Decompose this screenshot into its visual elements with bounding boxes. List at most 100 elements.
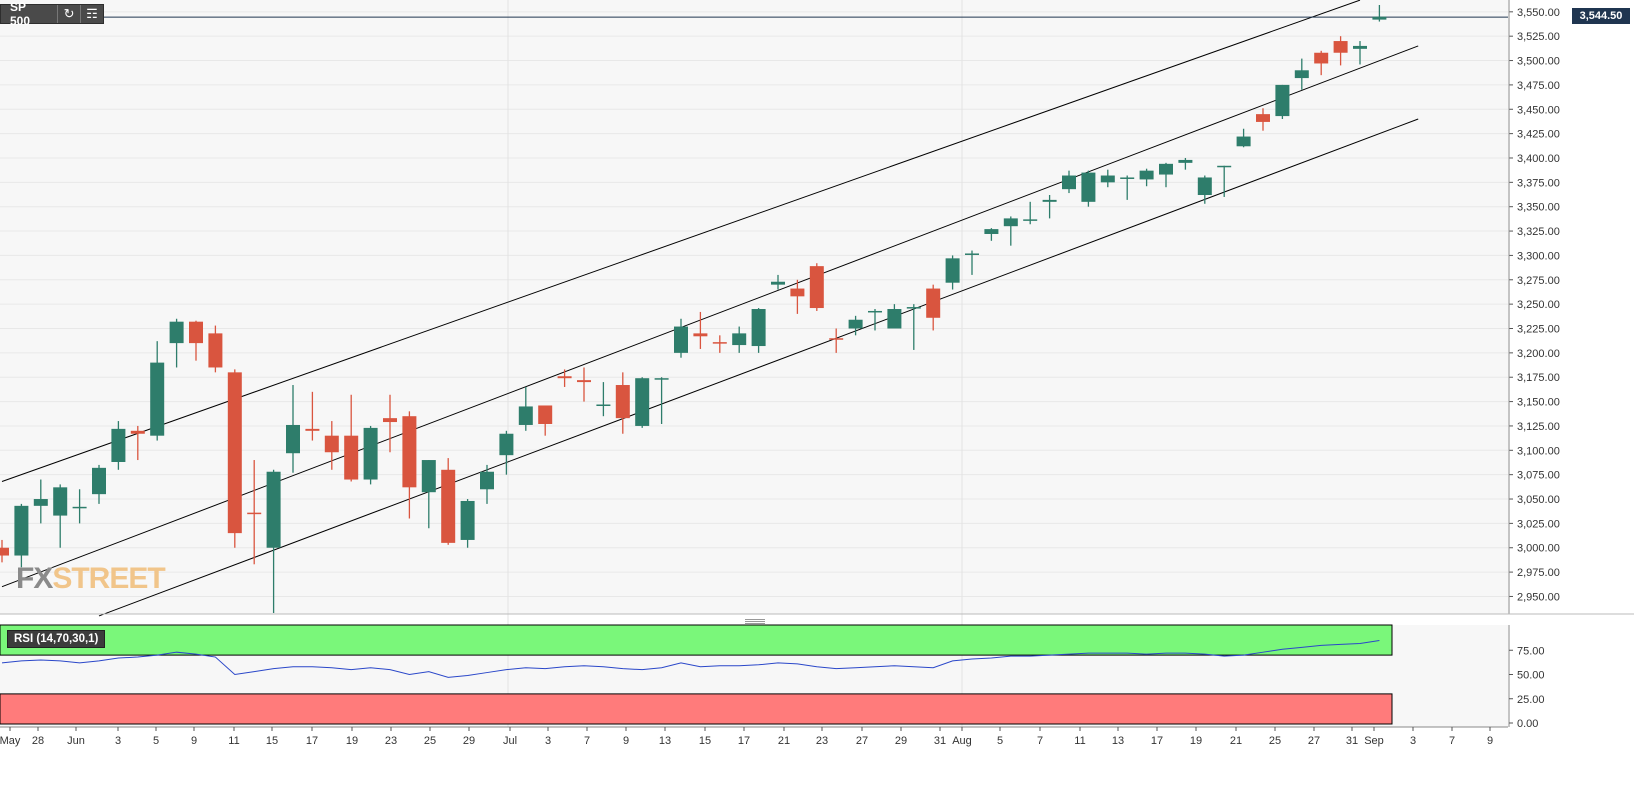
candle-body xyxy=(247,512,262,515)
x-tick-label: 15 xyxy=(266,735,278,747)
candle-body xyxy=(1100,175,1115,183)
candle-body xyxy=(150,362,165,436)
candle-body xyxy=(906,307,921,309)
indicators-icon[interactable]: ☶ xyxy=(86,6,98,21)
symbol-label[interactable]: SP 500 xyxy=(1,0,59,28)
x-tick-label: 29 xyxy=(463,735,475,747)
price-tick-label: 3,100.00 xyxy=(1517,445,1560,457)
x-tick-label: 11 xyxy=(228,735,239,747)
candle-body xyxy=(383,418,397,423)
x-tick-label: 27 xyxy=(1308,735,1320,747)
x-tick-label: 9 xyxy=(1487,735,1493,747)
candle-body xyxy=(208,333,223,368)
candle-body xyxy=(1178,159,1193,163)
candle-body xyxy=(809,266,824,309)
x-tick-label: Aug xyxy=(952,735,972,747)
candle-body xyxy=(848,319,863,329)
x-tick-label: 13 xyxy=(1112,735,1124,747)
x-tick-label: 28 xyxy=(32,735,44,747)
rsi-line xyxy=(1,640,1380,678)
x-tick-label: 17 xyxy=(738,735,750,747)
price-tick-label: 3,275.00 xyxy=(1517,275,1560,287)
candle-body xyxy=(1042,199,1057,202)
x-tick-label: 9 xyxy=(191,735,197,747)
rsi-overbought-band xyxy=(0,624,1393,656)
x-tick-label: 3 xyxy=(545,735,551,747)
candle-body xyxy=(480,471,494,490)
candle-body xyxy=(169,321,184,344)
price-tick-label: 3,525.00 xyxy=(1517,31,1560,43)
candle-body xyxy=(1275,84,1290,117)
candle-body xyxy=(421,460,436,493)
price-tick-label: 2,975.00 xyxy=(1517,567,1560,579)
x-tick-label: May xyxy=(0,735,21,747)
candle-body xyxy=(1159,163,1173,175)
candle-body xyxy=(887,309,902,329)
candle-body xyxy=(868,310,882,313)
price-tick-label: 3,425.00 xyxy=(1517,129,1560,141)
x-tick-label: 5 xyxy=(153,735,159,747)
candle-body xyxy=(33,499,48,506)
candle-body xyxy=(324,435,339,453)
x-tick-label: 11 xyxy=(1074,735,1085,747)
candle-body xyxy=(732,333,747,346)
rsi-tick-label: 50.00 xyxy=(1517,670,1545,682)
candle-body xyxy=(945,258,960,283)
price-tick-label: 3,350.00 xyxy=(1517,202,1560,214)
last-price-tag: 3,544.50 xyxy=(1572,8,1630,24)
candle-body xyxy=(538,405,553,424)
candle-body xyxy=(441,469,456,543)
candle-body xyxy=(53,487,68,516)
x-tick-label: 31 xyxy=(934,735,946,747)
candle-body xyxy=(926,288,941,318)
x-tick-label: 17 xyxy=(1151,735,1163,747)
x-tick-label: 21 xyxy=(778,735,790,747)
candle-body xyxy=(1120,177,1135,179)
x-tick-label: 7 xyxy=(1449,735,1455,747)
price-tick-label: 3,500.00 xyxy=(1517,56,1560,68)
candle-body xyxy=(984,229,999,234)
price-tick-label: 3,325.00 xyxy=(1517,226,1560,238)
x-tick-label: 7 xyxy=(584,735,590,747)
candle-body xyxy=(1023,219,1038,221)
candle-body xyxy=(771,281,785,285)
symbol-toolbar: SP 500 ↻ ☶ xyxy=(0,0,104,28)
candle-body xyxy=(14,505,29,556)
candle-body xyxy=(1197,177,1212,196)
refresh-icon[interactable]: ↻ xyxy=(58,5,82,23)
price-tick-label: 2,950.00 xyxy=(1517,591,1560,603)
x-tick-label: 29 xyxy=(895,735,907,747)
candle-body xyxy=(286,424,300,454)
candle-body xyxy=(0,547,9,556)
candle-body xyxy=(189,321,203,344)
pane-resize-handle[interactable] xyxy=(745,618,765,624)
price-tick-label: 3,450.00 xyxy=(1517,104,1560,116)
x-tick-label: 3 xyxy=(1410,735,1416,747)
candle-body xyxy=(674,326,688,353)
price-tick-label: 3,025.00 xyxy=(1517,518,1560,530)
candle-body xyxy=(227,372,242,534)
candle-body xyxy=(72,506,87,509)
candle-body xyxy=(829,338,844,340)
rsi-indicator-label[interactable]: RSI (14,70,30,1) xyxy=(7,630,106,648)
price-tick-label: 3,550.00 xyxy=(1517,7,1560,19)
price-tick-label: 3,300.00 xyxy=(1517,250,1560,262)
x-tick-label: 25 xyxy=(424,735,436,747)
fxstreet-logo: FXSTREET xyxy=(16,562,166,595)
candle-body xyxy=(712,342,727,344)
candle-body xyxy=(1372,16,1387,20)
candle-body xyxy=(460,500,475,540)
x-tick-label: Jul xyxy=(503,735,517,747)
candle-body xyxy=(693,333,708,337)
x-tick-label: 17 xyxy=(306,735,318,747)
price-tick-label: 3,225.00 xyxy=(1517,324,1560,336)
x-tick-label: 7 xyxy=(1037,735,1043,747)
candle-body xyxy=(402,416,417,488)
x-tick-label: 13 xyxy=(659,735,671,747)
candle-body xyxy=(1236,136,1251,147)
x-tick-label: Jun xyxy=(67,735,85,747)
candle-body xyxy=(92,467,106,495)
price-tick-label: 3,175.00 xyxy=(1517,372,1560,384)
